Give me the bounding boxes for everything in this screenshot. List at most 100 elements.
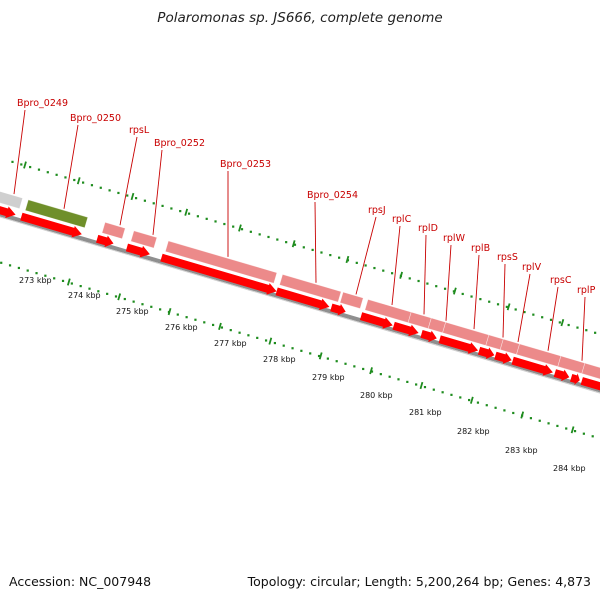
- track-dot: [320, 251, 323, 254]
- label-leaders: [13, 109, 586, 361]
- gene-arrow: [0, 206, 16, 218]
- track-dot: [150, 305, 153, 308]
- gene-label: Bpro_0254: [307, 190, 358, 201]
- genome-backbone: [0, 212, 600, 394]
- track-dot: [161, 204, 164, 208]
- track-dot: [99, 186, 102, 189]
- track-dot: [282, 344, 285, 347]
- track-dot: [11, 160, 14, 163]
- gene-label: rplV: [522, 262, 542, 273]
- track-dot: [426, 282, 429, 285]
- track-dot: [256, 336, 259, 339]
- gene-arrow: [275, 287, 330, 311]
- gene-block: [164, 240, 278, 284]
- track-dot: [541, 316, 544, 319]
- track-dot: [214, 220, 217, 223]
- track-dot: [300, 349, 303, 352]
- gene-arrow: [392, 321, 419, 337]
- scale-label: 282 kbp: [457, 427, 490, 436]
- track-dot: [532, 313, 535, 316]
- track-dot: [423, 385, 427, 389]
- track-dot: [549, 318, 553, 321]
- track-dot: [273, 341, 276, 345]
- track-tick: [399, 271, 403, 279]
- label-leader: [517, 273, 531, 343]
- track-dot: [132, 300, 135, 303]
- scale-label: 273 kbp: [19, 276, 52, 285]
- track-dot: [143, 199, 147, 202]
- track-tick: [345, 255, 350, 264]
- track-dot: [134, 197, 138, 200]
- track-dot: [529, 417, 533, 420]
- track-dot: [355, 261, 358, 264]
- gene-arrow: [160, 253, 277, 295]
- gene-block: [499, 338, 520, 355]
- track-dot: [291, 347, 294, 350]
- track-dot: [353, 365, 356, 368]
- track-tick: [268, 337, 273, 345]
- track-dot: [0, 261, 3, 264]
- track-tick: [238, 224, 242, 232]
- track-dot: [406, 380, 409, 384]
- track-dot: [512, 411, 515, 415]
- backbone-shadow: [0, 216, 600, 394]
- track-dot: [415, 383, 418, 386]
- track-dot: [240, 228, 244, 231]
- track-dot: [108, 189, 111, 192]
- track-dot: [476, 401, 480, 404]
- track-dot: [238, 331, 241, 334]
- topology-text: Topology: circular; Length: 5,200,264 bp…: [247, 574, 591, 589]
- track-dot: [267, 235, 270, 239]
- track-dot: [408, 277, 411, 280]
- track-dot: [258, 233, 261, 236]
- track-dot: [229, 329, 232, 332]
- gene-block: [24, 199, 89, 229]
- track-dot: [344, 362, 347, 365]
- gene-label: rpsS: [497, 252, 518, 263]
- track-dot: [73, 178, 76, 182]
- scale-label: 279 kbp: [312, 373, 345, 382]
- track-dot: [20, 163, 23, 166]
- track-tick: [66, 278, 71, 286]
- track-tick: [117, 293, 122, 301]
- track-dot: [556, 424, 559, 428]
- gene-arrow: [511, 356, 553, 376]
- gene-block: [339, 291, 364, 309]
- track-dot: [558, 321, 561, 324]
- track-tick: [184, 208, 189, 216]
- track-dot: [317, 354, 321, 358]
- track-dot: [185, 316, 188, 319]
- track-dot: [106, 292, 109, 295]
- track-tick: [369, 367, 373, 375]
- track-dot: [335, 360, 338, 363]
- track-dot: [338, 256, 341, 259]
- gene-arrow: [420, 330, 437, 343]
- gene-label: Bpro_0252: [154, 138, 205, 149]
- track-dot: [309, 352, 312, 355]
- track-dot: [17, 266, 20, 270]
- track-dot: [285, 241, 288, 244]
- track-dot: [461, 292, 464, 296]
- gene-label: rpsL: [129, 125, 150, 136]
- scale-label: 278 kbp: [263, 355, 296, 364]
- track-tick: [506, 303, 511, 311]
- scale-label: 280 kbp: [360, 391, 393, 400]
- scale-label: 274 kbp: [68, 291, 101, 300]
- track-dot: [249, 230, 252, 233]
- track-dot: [432, 388, 435, 391]
- gene-label: Bpro_0249: [17, 98, 68, 109]
- track-dot: [26, 269, 29, 272]
- track-dot: [397, 378, 400, 381]
- gene-arrow: [570, 373, 580, 385]
- track-tick: [560, 318, 565, 327]
- track-dot: [538, 419, 541, 422]
- track-dot: [187, 212, 191, 215]
- gene-label: rpsJ: [368, 205, 386, 216]
- track-dot: [61, 279, 65, 283]
- track-dot: [194, 318, 197, 321]
- track-dot: [126, 194, 129, 197]
- track-dot: [159, 308, 162, 311]
- track-dot: [44, 274, 47, 277]
- track-dot: [441, 391, 444, 394]
